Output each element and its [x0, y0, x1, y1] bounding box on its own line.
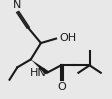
Text: N: N [13, 0, 21, 10]
Polygon shape [31, 59, 49, 74]
Text: HN: HN [30, 68, 46, 78]
Text: O: O [57, 82, 66, 92]
Text: OH: OH [60, 33, 77, 43]
